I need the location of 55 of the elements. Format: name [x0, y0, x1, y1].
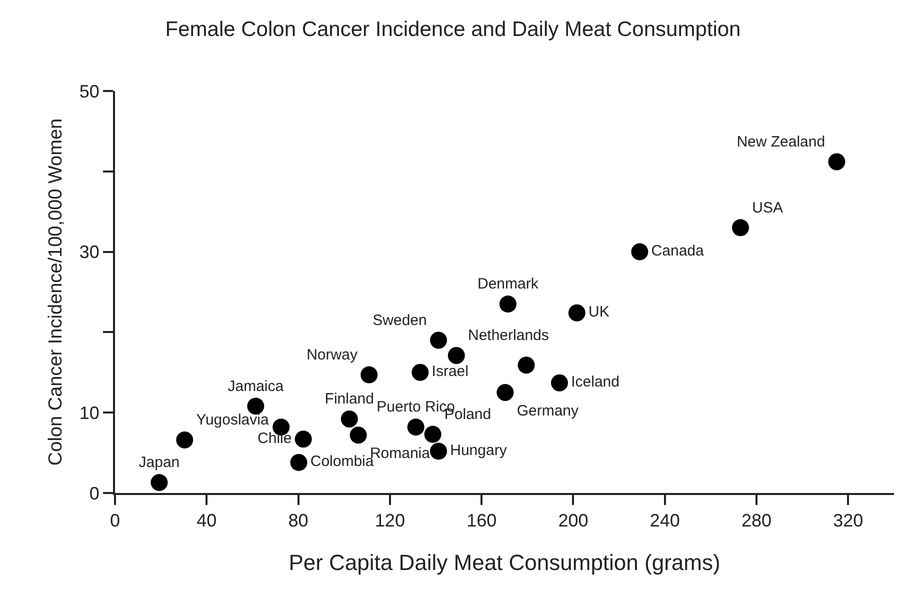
x-tick-label: 160 [466, 510, 497, 531]
point [407, 418, 424, 436]
x-tick-label: 0 [110, 510, 120, 531]
data-label: Finland [324, 390, 374, 408]
point [551, 374, 568, 392]
point [518, 356, 535, 374]
point [568, 304, 586, 322]
data-label: Jamaica [228, 378, 284, 395]
x-tick-label: 120 [374, 510, 405, 531]
point [412, 364, 429, 381]
data-label: Sweden [372, 312, 427, 329]
point [247, 398, 264, 415]
point [448, 347, 465, 364]
point [496, 384, 514, 401]
data-label: New Zealand [736, 133, 826, 150]
x-tick-label: 40 [196, 510, 217, 531]
data-label: Israel [432, 363, 468, 380]
point [340, 410, 358, 428]
point [828, 153, 846, 170]
chart-title: Female Colon Cancer Incidence and Daily Meat Consumption [165, 18, 741, 41]
point [176, 431, 194, 448]
x-tick-label: 320 [833, 510, 864, 531]
y-tick-label: 30 [79, 242, 100, 262]
data-label: Yugoslavia [196, 412, 270, 429]
data-label: Chile [258, 430, 292, 447]
x-tick-label: 200 [558, 510, 588, 531]
data-label: Norway [306, 346, 358, 364]
y-axis-title: Colon Cancer Incidence/100,000 Women [46, 118, 67, 466]
data-label: Netherlands [468, 327, 549, 344]
data-label: UK [588, 304, 610, 321]
x-tick-label: 240 [650, 510, 680, 531]
data-label: Hungary [450, 442, 508, 459]
point [290, 454, 308, 471]
y-tick-label: 50 [79, 81, 100, 102]
point [430, 332, 448, 349]
data-label: Germany [516, 402, 579, 420]
point [424, 426, 442, 443]
x-tick-label: 280 [742, 510, 772, 531]
data-label: Japan [138, 454, 180, 472]
data-label: USA [752, 199, 783, 216]
data-label: Denmark [478, 276, 539, 293]
point [150, 474, 168, 492]
data-label: Iceland [571, 374, 620, 391]
point [350, 426, 367, 444]
x-axis-title: Per Capita Daily Meat Consumption (grams) [288, 550, 720, 575]
point [499, 296, 516, 313]
point [732, 219, 749, 236]
y-tick-label: 10 [79, 402, 100, 423]
x-tick-label: 80 [288, 510, 308, 531]
point [430, 442, 448, 460]
data-label: Canada [651, 242, 705, 260]
point [360, 366, 378, 384]
y-tick-label: 0 [89, 483, 100, 504]
point [294, 430, 312, 448]
point [631, 243, 648, 260]
